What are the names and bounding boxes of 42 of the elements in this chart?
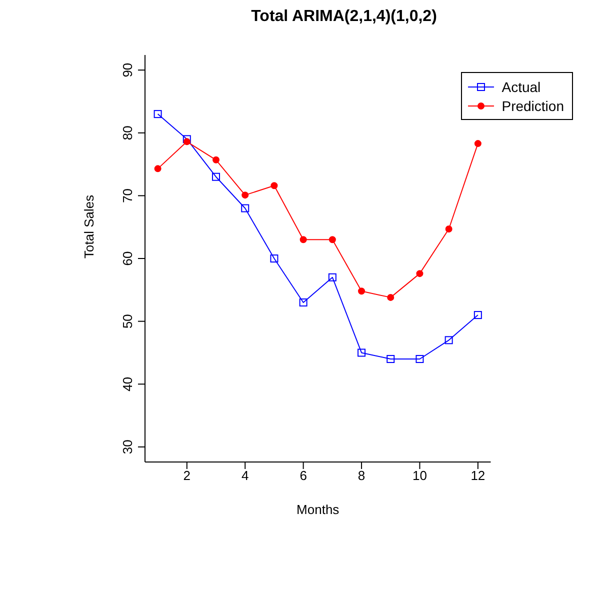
point	[328, 236, 336, 244]
x-tick-label: 6	[300, 468, 307, 484]
x-tick-label: 12	[470, 468, 486, 484]
point	[474, 311, 482, 320]
point	[154, 165, 162, 172]
point	[386, 354, 395, 363]
y-tick-label: 50	[120, 314, 135, 329]
point	[183, 138, 190, 146]
point	[328, 273, 336, 282]
point	[416, 354, 424, 363]
point	[212, 156, 220, 164]
point	[242, 192, 249, 199]
point	[270, 182, 278, 190]
x-tick-label: 4	[241, 468, 249, 484]
point	[212, 172, 220, 181]
point	[416, 270, 424, 278]
y-tick-label: 30	[120, 440, 135, 454]
point	[154, 110, 162, 118]
x-tick-label: 10	[412, 468, 427, 484]
y-tick-label: 90	[120, 62, 135, 78]
legend-label: Prediction	[502, 98, 564, 114]
x-tick-label: 2	[183, 468, 191, 484]
point	[474, 140, 482, 148]
point	[387, 294, 394, 301]
y-tick-label: 60	[120, 251, 135, 266]
point	[358, 288, 366, 295]
point	[299, 298, 308, 306]
y-tick-label: 70	[120, 188, 135, 203]
point	[358, 348, 366, 357]
point	[182, 135, 191, 144]
point	[300, 236, 307, 244]
y-tick-label: 80	[120, 126, 135, 140]
x-tick-label: 8	[358, 468, 366, 484]
y-tick-label: 40	[120, 376, 135, 392]
x-axis-title: Months	[296, 502, 340, 517]
y-axis-title: Total Sales	[82, 194, 97, 258]
point	[444, 336, 453, 344]
point	[445, 225, 452, 232]
legend-label: Actual	[502, 78, 541, 94]
point	[270, 254, 278, 262]
chart-title: Total ARIMA(2,1,4)(1,0,2)	[250, 8, 438, 26]
point	[241, 204, 250, 212]
